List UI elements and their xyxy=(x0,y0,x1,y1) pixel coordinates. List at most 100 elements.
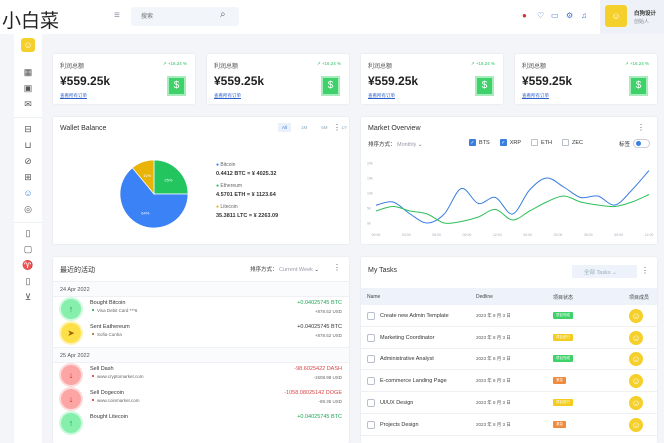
activity-item[interactable]: ↑ Bought Litecoin +0.04025745 BTC xyxy=(53,412,349,436)
dashboard-icon[interactable]: ▦ xyxy=(23,67,33,77)
filter-bts[interactable]: ✓ BTS xyxy=(469,139,490,146)
more-icon[interactable]: ⋮ xyxy=(641,266,649,275)
sort-dropdown[interactable]: Current Week xyxy=(279,267,313,273)
checkbox[interactable] xyxy=(531,139,539,146)
sidebar: ☺ ▦ ▣ ✉ ⊟ ⊔ ⊘ ⊞ ☺ ◎ ▯ ▢ ♈ ▯ ⊻ xyxy=(14,34,42,443)
card-title: 最近的活动 xyxy=(60,267,95,274)
card-title: Market Overview xyxy=(368,125,421,132)
view-orders-link[interactable]: 查看所有订单 xyxy=(522,93,549,98)
member-avatar[interactable]: ☺ xyxy=(629,330,643,345)
task-checkbox[interactable] xyxy=(367,398,375,407)
card-title: My Tasks xyxy=(368,267,398,274)
activity-usd: +878.52 USD xyxy=(314,309,342,314)
filter-zec[interactable]: ZEC xyxy=(562,139,583,146)
filter-xrp[interactable]: ✓ XRP xyxy=(499,139,522,146)
activity-item[interactable]: ↓ Sell Dash www.cryptomarket.com -98.602542… xyxy=(53,364,349,388)
pie-slice-bitcoin xyxy=(119,167,189,229)
task-name[interactable]: Create new Admin Template xyxy=(380,313,449,319)
view-orders-link[interactable]: 查看所有订单 xyxy=(214,93,241,98)
search-icon[interactable]: ⌕ xyxy=(220,9,226,20)
compass-icon[interactable]: ⊘ xyxy=(24,156,32,166)
smile-icon[interactable]: ☺ xyxy=(23,188,33,198)
stat-title: 利润总额 xyxy=(368,64,393,70)
heart-icon[interactable]: ♡ xyxy=(537,11,545,20)
stat-value: ¥559.25k xyxy=(522,74,573,88)
checkbox[interactable] xyxy=(562,139,570,146)
task-filter-dropdown[interactable]: 全部 Tasks ⌄ xyxy=(572,265,637,278)
stat-title: 利润总额 xyxy=(522,64,547,70)
task-name[interactable]: Projects Design xyxy=(380,421,419,428)
member-avatar[interactable]: ☺ xyxy=(629,309,643,323)
label-toggle[interactable] xyxy=(633,139,650,148)
chevron-down-icon: ⌄ xyxy=(314,267,320,273)
mail-icon[interactable]: ✉ xyxy=(24,99,32,109)
x-tick-label: 00:00 xyxy=(372,233,381,237)
checkbox[interactable]: ✓ xyxy=(499,139,507,146)
activity-item[interactable]: ↓ Sell Dogecoin www.coinmarket.com -1058.08… xyxy=(53,388,349,412)
activity-item[interactable]: ➤ Sent Eathereum Sofia Cunha +0.04025745 BT… xyxy=(53,322,349,346)
range-tab[interactable]: All xyxy=(278,123,292,132)
file-add-icon[interactable]: ▢ xyxy=(23,244,33,254)
file-icon[interactable]: ▯ xyxy=(25,276,31,286)
stat-card: 利润总额 ↗ +16.24 % ¥559.25k 查看所有订单 $ xyxy=(515,54,657,104)
location-icon[interactable]: ◎ xyxy=(24,204,32,214)
flag-icon[interactable]: ● xyxy=(522,11,527,20)
task-checkbox[interactable] xyxy=(367,312,375,320)
activity-usd: -89.36 USD xyxy=(318,399,342,404)
task-checkbox[interactable] xyxy=(367,355,375,364)
task-deadline: 2023 年 8 月 3 日 xyxy=(476,378,511,384)
chevron-down-icon: ⌄ xyxy=(417,142,423,148)
sell-icon: ↓ xyxy=(61,389,81,409)
view-orders-link[interactable]: 查看所有订单 xyxy=(368,93,395,98)
columns-icon[interactable]: ▯ xyxy=(25,228,31,238)
member-avatar[interactable]: ☺ xyxy=(629,417,643,432)
range-tab[interactable]: 6M xyxy=(321,125,328,130)
pie-label: 64% xyxy=(141,210,149,215)
task-name[interactable]: UI/UX Design xyxy=(380,399,414,406)
task-checkbox[interactable] xyxy=(367,333,375,342)
view-orders-link[interactable]: 查看所有订单 xyxy=(60,93,87,98)
checkbox[interactable]: ✓ xyxy=(469,139,476,146)
task-name[interactable]: Administrative Analyst xyxy=(380,356,434,363)
search-input[interactable] xyxy=(131,7,239,26)
member-avatar[interactable]: ☺ xyxy=(629,352,643,367)
more-icon[interactable]: ⋮ xyxy=(333,263,341,272)
task-checkbox[interactable] xyxy=(367,420,375,429)
column-header: 项目状态 xyxy=(553,295,574,301)
activity-title: Bought Bitcoin xyxy=(90,300,126,306)
settings-icon[interactable]: ⚙ xyxy=(566,11,574,20)
activity-title: Sell Dogecoin xyxy=(90,390,124,396)
more-icon[interactable]: ⋮ xyxy=(333,123,341,132)
menu-icon[interactable]: ≡ xyxy=(114,10,120,21)
filter-eth[interactable]: ETH xyxy=(531,139,552,146)
task-deadline: 2023 年 8 月 3 日 xyxy=(476,421,511,427)
chat-icon[interactable]: ▭ xyxy=(551,11,559,20)
stat-card: 利润总额 ↗ +16.24 % ¥559.25k 查看所有订单 $ xyxy=(207,54,349,104)
range-tab[interactable]: 1M xyxy=(301,125,308,130)
range-tab[interactable]: 1Y xyxy=(341,125,348,130)
grid-icon[interactable]: ⊞ xyxy=(24,172,32,182)
calendar-icon[interactable]: ▣ xyxy=(23,83,33,93)
activity-subtitle: Visa Debit Card ***6 xyxy=(97,308,138,313)
activity-item[interactable]: ↑ Bought Bitcoin Visa Debit Card ***6 +0.04… xyxy=(53,298,349,322)
dollar-icon: $ xyxy=(475,76,494,96)
briefcase-icon[interactable]: ⊟ xyxy=(24,124,32,134)
activity-subtitle: www.coinmarket.com xyxy=(97,398,140,403)
sort-dropdown[interactable]: Monthly xyxy=(397,142,417,148)
bell-icon[interactable]: ♫ xyxy=(581,11,587,20)
trophy-icon[interactable]: ♈ xyxy=(22,260,34,270)
more-icon[interactable]: ⋮ xyxy=(637,123,645,132)
cart-icon[interactable]: ⊻ xyxy=(24,292,32,302)
inbox-icon[interactable]: ⊔ xyxy=(24,140,32,150)
recent-activity-card: 最近的活动 排序方式： Current Week ⌄ ⋮ 24 Apr 2022… xyxy=(53,257,349,443)
member-avatar[interactable]: ☺ xyxy=(629,395,643,410)
task-checkbox[interactable] xyxy=(367,377,375,386)
task-name[interactable]: E-commerce Landing Page xyxy=(380,378,447,385)
pie-label: 11% xyxy=(143,173,151,178)
task-name[interactable]: Marketing Coordinator xyxy=(380,334,435,341)
line-chart: 0k 5k 10k 15k 20k 00:00 03:00 06:00 09:00 12:00 00… xyxy=(367,162,653,238)
y-tick-label: 10k xyxy=(367,192,373,196)
stat-card: 利润总额 ↗ +16.24 % ¥559.25k 查看所有订单 $ xyxy=(53,54,195,104)
member-avatar[interactable]: ☺ xyxy=(629,374,643,389)
user-avatar[interactable]: ☺ xyxy=(605,5,627,27)
